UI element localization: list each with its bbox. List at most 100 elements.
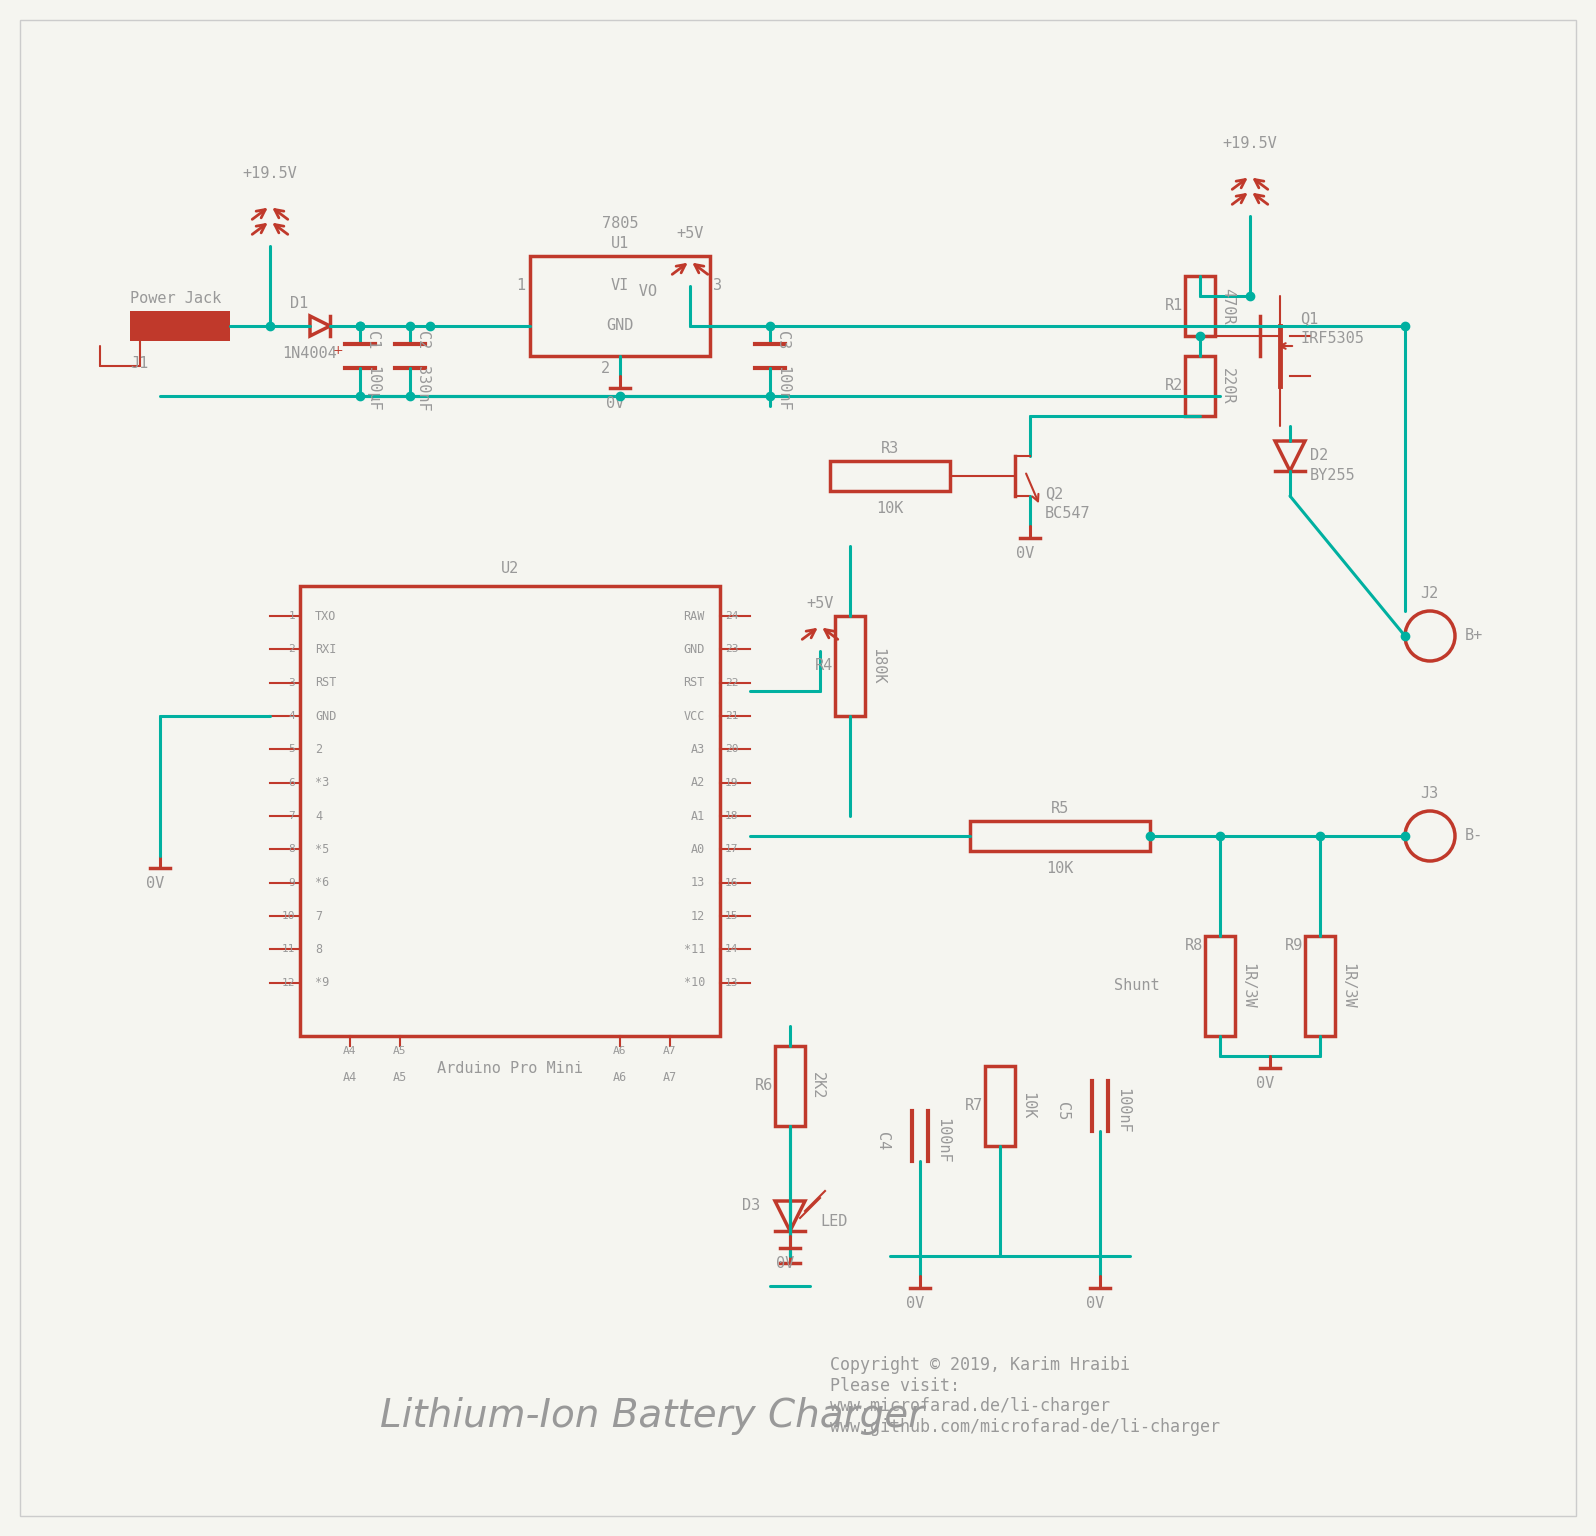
Text: R1: R1 <box>1165 298 1183 313</box>
Text: GND: GND <box>314 710 337 722</box>
Text: 100nF: 100nF <box>1116 1087 1130 1134</box>
Bar <box>985 1066 1015 1146</box>
Text: 2: 2 <box>314 743 322 756</box>
Text: Q2: Q2 <box>1045 485 1063 501</box>
Text: A7: A7 <box>664 1046 677 1057</box>
Text: 0V: 0V <box>1256 1077 1274 1091</box>
Text: 1: 1 <box>289 611 295 621</box>
Text: 8: 8 <box>289 845 295 854</box>
Text: 0V: 0V <box>145 876 164 891</box>
Bar <box>835 616 865 716</box>
Bar <box>776 1046 804 1126</box>
Text: +5V: +5V <box>806 596 833 611</box>
Text: C3: C3 <box>776 330 790 349</box>
Text: 14: 14 <box>725 945 739 954</box>
Text: 2K2: 2K2 <box>811 1072 825 1100</box>
Text: C1: C1 <box>365 330 380 349</box>
Text: 100nF: 100nF <box>776 366 790 412</box>
Text: U2: U2 <box>501 561 519 576</box>
Text: 3: 3 <box>289 677 295 688</box>
Text: 0V: 0V <box>907 1296 924 1312</box>
Text: 13: 13 <box>691 876 705 889</box>
Text: +19.5V: +19.5V <box>1223 137 1277 151</box>
Text: 15: 15 <box>725 911 739 922</box>
Text: B+: B+ <box>1465 628 1483 644</box>
Text: A4: A4 <box>343 1046 358 1057</box>
Bar <box>970 822 1151 851</box>
Text: 4: 4 <box>289 711 295 720</box>
Text: *11: *11 <box>683 943 705 955</box>
Text: A2: A2 <box>691 776 705 790</box>
Text: 4: 4 <box>314 809 322 822</box>
Text: 9: 9 <box>289 877 295 888</box>
Text: 10K: 10K <box>1020 1092 1034 1120</box>
Text: R9: R9 <box>1285 938 1304 954</box>
Text: +19.5V: +19.5V <box>243 166 297 181</box>
Text: 2: 2 <box>600 361 610 376</box>
Text: *6: *6 <box>314 876 329 889</box>
Text: 7: 7 <box>289 811 295 822</box>
Text: R3: R3 <box>881 441 899 456</box>
Text: A6: A6 <box>613 1071 627 1084</box>
Text: VCC: VCC <box>683 710 705 722</box>
Text: 12: 12 <box>691 909 705 923</box>
Text: 0V: 0V <box>776 1256 795 1270</box>
Text: A3: A3 <box>691 743 705 756</box>
Text: 6: 6 <box>289 777 295 788</box>
Text: 1N4004: 1N4004 <box>282 346 337 361</box>
Text: RXI: RXI <box>314 644 337 656</box>
Bar <box>1205 935 1235 1035</box>
Text: 1R/3W: 1R/3W <box>1341 963 1355 1009</box>
Text: *10: *10 <box>683 977 705 989</box>
Text: RAW: RAW <box>683 610 705 622</box>
Text: 7805: 7805 <box>602 217 638 230</box>
Text: J2: J2 <box>1420 587 1438 601</box>
Text: VO: VO <box>584 284 656 298</box>
Text: A0: A0 <box>691 843 705 856</box>
Text: IRF5305: IRF5305 <box>1301 330 1365 346</box>
Text: 3: 3 <box>713 278 721 293</box>
Text: RST: RST <box>683 676 705 690</box>
Text: *9: *9 <box>314 977 329 989</box>
Bar <box>530 257 710 356</box>
Text: 23: 23 <box>725 644 739 654</box>
Text: +5V: +5V <box>677 226 704 241</box>
Text: RST: RST <box>314 676 337 690</box>
Text: 220R: 220R <box>1219 367 1235 404</box>
Text: 24: 24 <box>725 611 739 621</box>
Text: A7: A7 <box>662 1071 677 1084</box>
Text: *5: *5 <box>314 843 329 856</box>
Text: *3: *3 <box>314 776 329 790</box>
Text: Arduino Pro Mini: Arduino Pro Mini <box>437 1061 583 1077</box>
Bar <box>300 587 720 1035</box>
Text: 8: 8 <box>314 943 322 955</box>
Bar <box>1306 935 1334 1035</box>
Text: 21: 21 <box>725 711 739 720</box>
Bar <box>1184 276 1215 336</box>
Bar <box>129 310 230 341</box>
Text: J3: J3 <box>1420 786 1438 800</box>
Text: D1: D1 <box>290 296 308 310</box>
Text: 5: 5 <box>289 745 295 754</box>
Text: 0V: 0V <box>1017 545 1034 561</box>
Text: B-: B- <box>1465 828 1483 843</box>
Text: A1: A1 <box>691 809 705 822</box>
Text: BC547: BC547 <box>1045 505 1090 521</box>
Text: A5: A5 <box>393 1046 407 1057</box>
Text: D2: D2 <box>1310 449 1328 464</box>
Text: 470R: 470R <box>1219 287 1235 324</box>
Text: R2: R2 <box>1165 378 1183 393</box>
Text: A5: A5 <box>393 1071 407 1084</box>
Text: 22: 22 <box>725 677 739 688</box>
Text: 11: 11 <box>281 945 295 954</box>
Text: 330nF: 330nF <box>415 366 429 412</box>
Text: 1: 1 <box>516 278 525 293</box>
Text: 17: 17 <box>725 845 739 854</box>
Text: 20: 20 <box>725 745 739 754</box>
Text: Power Jack: Power Jack <box>129 290 222 306</box>
Text: 19: 19 <box>725 777 739 788</box>
Text: R6: R6 <box>755 1078 772 1094</box>
Text: GND: GND <box>606 318 634 333</box>
Text: 1R/3W: 1R/3W <box>1240 963 1254 1009</box>
Text: 2: 2 <box>289 644 295 654</box>
